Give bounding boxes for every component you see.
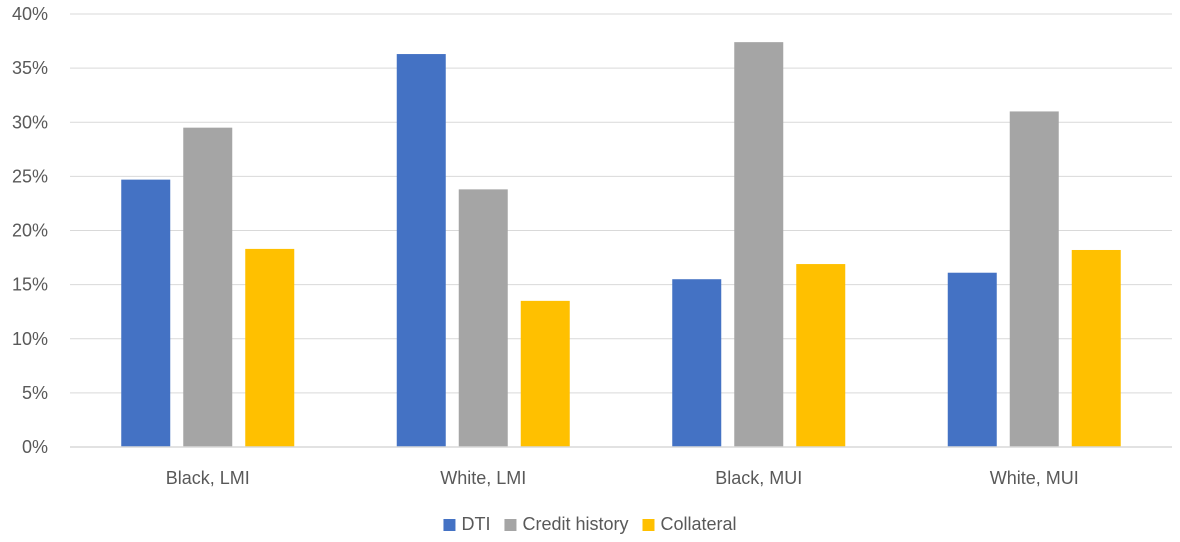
bar-dti [121, 179, 171, 447]
bar-dti [672, 279, 722, 447]
y-tick-label: 5% [22, 383, 48, 403]
legend-swatch [642, 519, 655, 531]
bar-credit-history [1009, 111, 1059, 448]
legend-swatch [443, 519, 456, 531]
legend-label: DTI [461, 514, 490, 534]
bar-collateral [796, 264, 846, 447]
y-tick-label: 0% [22, 437, 48, 457]
gridlines [70, 13, 1172, 394]
bar-dti [947, 272, 997, 447]
x-category-label: Black, LMI [166, 468, 250, 488]
legend: DTI Credit history Collateral [443, 514, 737, 534]
bar-credit-history [183, 127, 233, 447]
y-tick-label: 10% [12, 329, 48, 349]
y-tick-label: 25% [12, 166, 48, 186]
bar-collateral [1071, 249, 1121, 447]
x-axis-categories: Black, LMI White, LMI Black, MUI White, MUI [166, 468, 1079, 488]
bar-credit-history [458, 189, 508, 448]
legend-item: Credit history [504, 514, 628, 534]
y-tick-label: 35% [12, 58, 48, 78]
y-tick-label: 20% [12, 221, 48, 241]
legend-label: Credit history [522, 514, 628, 534]
bar-collateral [245, 248, 295, 447]
x-category-label: Black, MUI [715, 468, 802, 488]
legend-item: Collateral [642, 514, 737, 534]
bar-dti [396, 54, 446, 448]
y-axis-ticks: 0% 5% 10% 15% 20% 25% 30% 35% 40% [12, 4, 48, 457]
bar-collateral [520, 300, 570, 447]
legend-label: Collateral [660, 514, 736, 534]
legend-item: DTI [443, 514, 490, 534]
y-tick-label: 40% [12, 4, 48, 24]
bars [121, 42, 1121, 448]
legend-swatch [504, 519, 517, 531]
bar-credit-history [734, 42, 784, 448]
x-category-label: White, LMI [440, 468, 526, 488]
x-category-label: White, MUI [990, 468, 1079, 488]
y-tick-label: 15% [12, 275, 48, 295]
y-tick-label: 30% [12, 112, 48, 132]
